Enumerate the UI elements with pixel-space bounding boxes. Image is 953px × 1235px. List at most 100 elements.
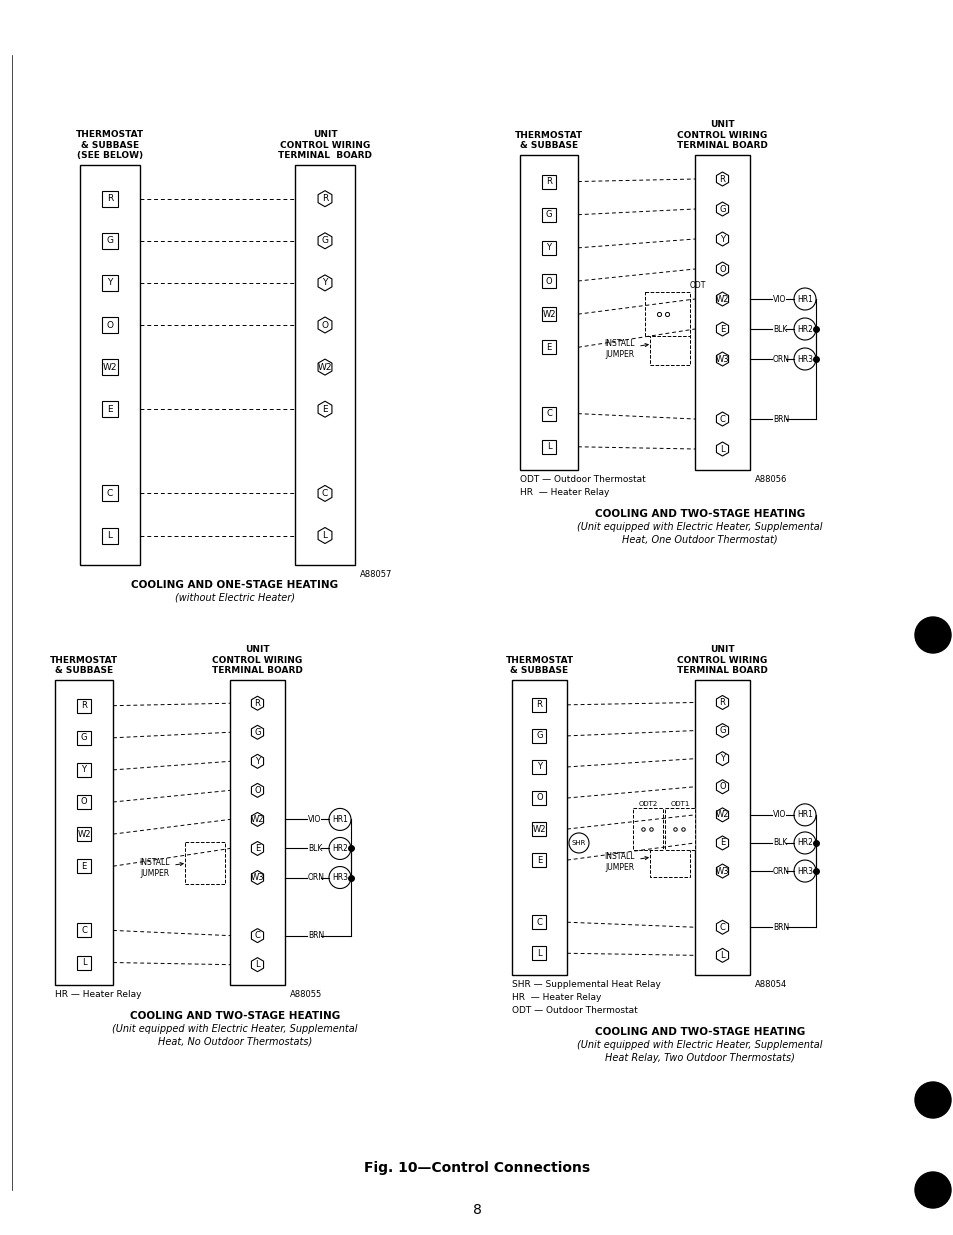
Text: BLK: BLK (772, 839, 786, 847)
Text: G: G (719, 205, 725, 214)
Circle shape (914, 1172, 950, 1208)
Text: W2: W2 (77, 830, 91, 839)
Polygon shape (716, 291, 728, 306)
Text: W3: W3 (251, 873, 264, 882)
Text: A88057: A88057 (359, 571, 392, 579)
FancyBboxPatch shape (102, 401, 118, 417)
Text: Heat Relay, Two Outdoor Thermostats): Heat Relay, Two Outdoor Thermostats) (604, 1053, 794, 1063)
Text: Y: Y (322, 278, 327, 288)
Polygon shape (317, 190, 332, 206)
Text: W2: W2 (251, 815, 264, 824)
Polygon shape (252, 957, 263, 972)
Text: C: C (719, 415, 724, 424)
Polygon shape (716, 948, 728, 962)
Text: G: G (719, 726, 725, 735)
Text: HR  — Heater Relay: HR — Heater Relay (519, 488, 609, 496)
Polygon shape (317, 317, 332, 333)
Polygon shape (716, 808, 728, 821)
Circle shape (793, 804, 815, 826)
FancyBboxPatch shape (230, 680, 285, 986)
Text: 8: 8 (472, 1203, 481, 1216)
Text: HR — Heater Relay: HR — Heater Relay (55, 990, 141, 999)
Text: C: C (536, 918, 542, 926)
Text: VIO: VIO (772, 810, 785, 819)
Polygon shape (252, 725, 263, 740)
Polygon shape (252, 813, 263, 826)
Text: ODT1: ODT1 (670, 800, 689, 806)
Polygon shape (317, 485, 332, 501)
Circle shape (329, 867, 351, 888)
Polygon shape (716, 442, 728, 456)
Text: L: L (322, 531, 327, 540)
Text: VIO: VIO (308, 815, 321, 824)
FancyBboxPatch shape (102, 317, 118, 333)
FancyBboxPatch shape (541, 440, 556, 453)
Polygon shape (716, 322, 728, 336)
Text: W2: W2 (541, 310, 556, 319)
FancyBboxPatch shape (102, 527, 118, 543)
Text: R: R (107, 194, 113, 204)
FancyBboxPatch shape (77, 731, 91, 745)
FancyBboxPatch shape (649, 324, 689, 366)
Text: O: O (321, 321, 328, 330)
Text: THERMOSTAT
& SUBBASE: THERMOSTAT & SUBBASE (505, 656, 573, 676)
Polygon shape (252, 755, 263, 768)
FancyBboxPatch shape (695, 156, 749, 471)
Text: E: E (254, 844, 260, 853)
Polygon shape (317, 232, 332, 248)
Text: O: O (107, 321, 113, 330)
FancyBboxPatch shape (185, 842, 225, 883)
Text: W2: W2 (532, 825, 546, 834)
Text: L: L (82, 958, 86, 967)
Text: COOLING AND ONE-STAGE HEATING: COOLING AND ONE-STAGE HEATING (132, 580, 338, 590)
Circle shape (914, 618, 950, 653)
Text: R: R (719, 174, 724, 184)
Text: BLK: BLK (308, 844, 322, 853)
Text: C: C (107, 489, 113, 498)
Text: THERMOSTAT
& SUBBASE
(SEE BELOW): THERMOSTAT & SUBBASE (SEE BELOW) (76, 130, 144, 161)
Text: COOLING AND TWO-STAGE HEATING: COOLING AND TWO-STAGE HEATING (595, 509, 804, 519)
Polygon shape (252, 697, 263, 710)
Text: ODT2: ODT2 (638, 800, 657, 806)
Text: E: E (81, 862, 87, 871)
Text: W2: W2 (103, 363, 117, 372)
Text: E: E (720, 325, 724, 333)
Text: BRN: BRN (308, 931, 324, 940)
Text: SHR: SHR (571, 840, 585, 846)
Text: ODT — Outdoor Thermostat: ODT — Outdoor Thermostat (519, 475, 645, 484)
FancyBboxPatch shape (102, 485, 118, 501)
Polygon shape (252, 841, 263, 856)
Text: G: G (254, 727, 260, 737)
Text: INSTALL
JUMPER: INSTALL JUMPER (139, 858, 183, 878)
Text: HR2: HR2 (796, 839, 812, 847)
Text: R: R (536, 700, 542, 709)
Text: SHR — Supplemental Heat Relay: SHR — Supplemental Heat Relay (512, 981, 660, 989)
Circle shape (568, 832, 588, 853)
Text: C: C (545, 409, 552, 419)
Text: UNIT
CONTROL WIRING
TERMINAL BOARD: UNIT CONTROL WIRING TERMINAL BOARD (212, 645, 303, 676)
Text: E: E (546, 343, 551, 352)
Text: BLK: BLK (772, 325, 786, 333)
Text: W3: W3 (715, 867, 728, 876)
Circle shape (914, 1082, 950, 1118)
FancyBboxPatch shape (80, 165, 140, 564)
Text: INSTALL
JUMPER: INSTALL JUMPER (604, 340, 647, 358)
Text: (Unit equipped with Electric Heater, Supplemental: (Unit equipped with Electric Heater, Sup… (577, 522, 821, 532)
Text: UNIT
CONTROL WIRING
TERMINAL BOARD: UNIT CONTROL WIRING TERMINAL BOARD (677, 120, 767, 149)
Text: R: R (545, 177, 552, 186)
Polygon shape (716, 203, 728, 216)
Polygon shape (716, 920, 728, 934)
Text: A88056: A88056 (754, 475, 786, 484)
Text: L: L (720, 445, 724, 453)
Polygon shape (317, 275, 332, 291)
FancyBboxPatch shape (541, 274, 556, 288)
FancyBboxPatch shape (649, 837, 689, 877)
FancyBboxPatch shape (55, 680, 112, 986)
Text: W2: W2 (715, 810, 728, 819)
Text: W2: W2 (317, 363, 332, 372)
FancyBboxPatch shape (541, 207, 556, 222)
Polygon shape (716, 412, 728, 426)
Text: HR1: HR1 (796, 294, 812, 304)
Text: Y: Y (546, 243, 551, 252)
FancyBboxPatch shape (77, 699, 91, 713)
